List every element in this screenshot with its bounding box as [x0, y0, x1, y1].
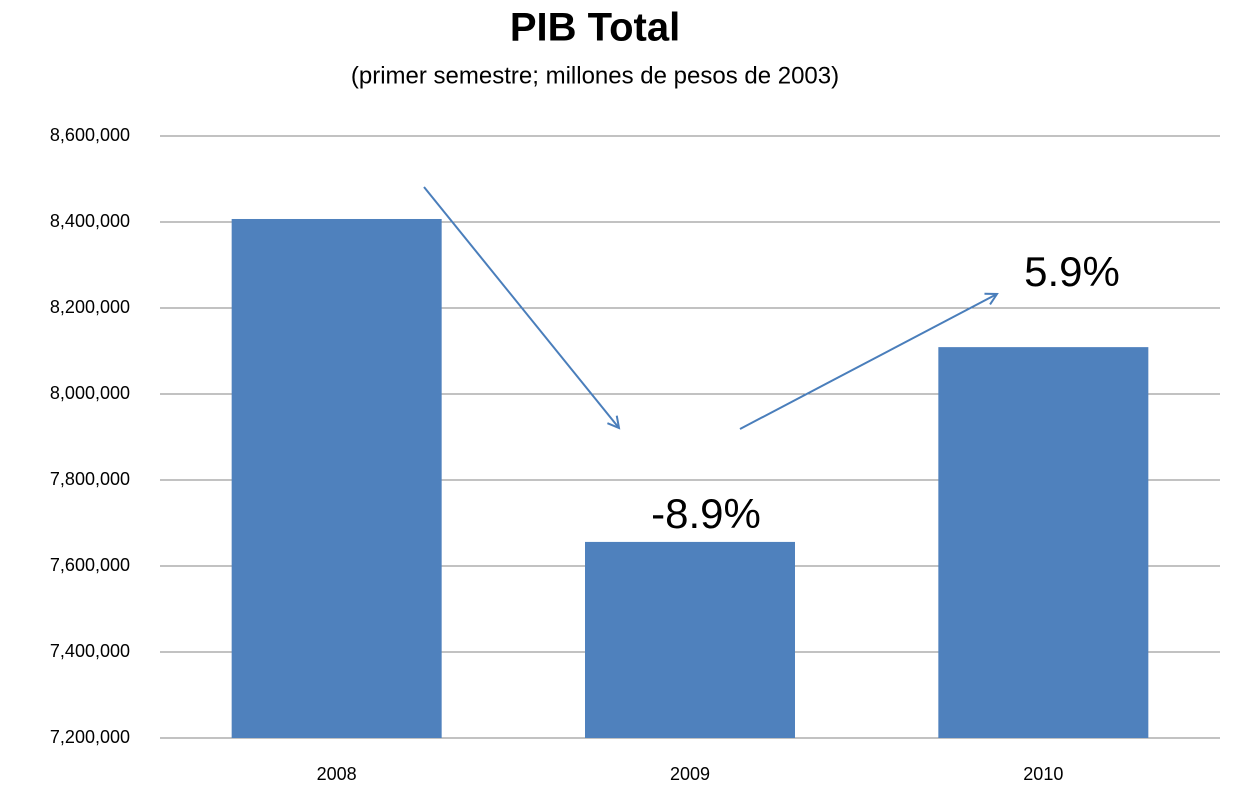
x-tick-label: 2008 [317, 764, 357, 784]
chart-subtitle: (primer semestre; millones de pesos de 2… [351, 62, 839, 89]
arrow [423, 186, 619, 428]
y-tick-label: 7,200,000 [50, 727, 130, 747]
bar [231, 218, 442, 739]
arrow [739, 294, 997, 430]
y-tick-label: 7,400,000 [50, 641, 130, 661]
annotation: -8.9% [651, 490, 761, 537]
y-tick-label: 7,600,000 [50, 555, 130, 575]
bar [938, 347, 1149, 738]
x-tick-label: 2010 [1023, 764, 1063, 784]
annotation: 5.9% [1024, 248, 1120, 295]
y-tick-label: 7,800,000 [50, 469, 130, 489]
x-tick-label: 2009 [670, 764, 710, 784]
y-tick-label: 8,200,000 [50, 297, 130, 317]
chart-title: PIB Total [510, 6, 680, 50]
y-tick-label: 8,600,000 [50, 125, 130, 145]
y-tick-label: 8,400,000 [50, 211, 130, 231]
bar [585, 541, 795, 738]
y-tick-label: 8,000,000 [50, 383, 130, 403]
